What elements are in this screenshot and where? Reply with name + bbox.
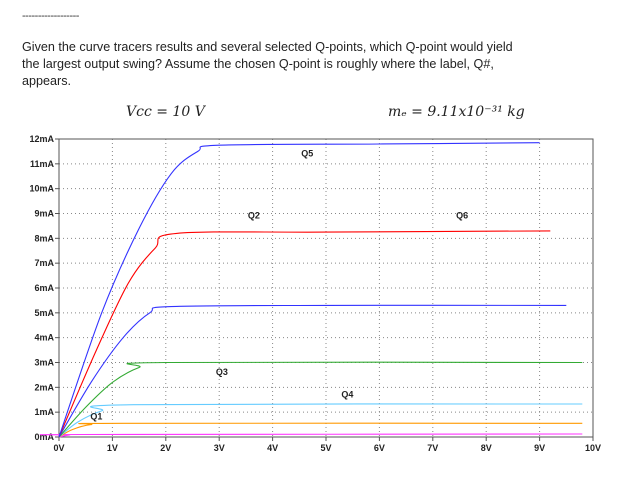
question-line-2: the largest output swing? Assume the cho… xyxy=(22,57,494,71)
x-tick-label: 6V xyxy=(374,443,385,453)
x-tick-label: 3V xyxy=(214,443,225,453)
electron-mass-equation: mₑ = 9.11x10⁻³¹ kg xyxy=(388,104,525,120)
y-tick-label: 3mA xyxy=(34,358,54,368)
series-curve-3 xyxy=(58,403,583,438)
qpoint-label-q2: Q2 xyxy=(248,210,260,220)
question-line-1: Given the curve tracers results and seve… xyxy=(22,40,513,54)
y-tick-label: 4mA xyxy=(34,333,54,343)
chart-labels: Q1 Q2 Q3 Q4 Q5 Q6 xyxy=(90,148,468,421)
x-tick-label: 8V xyxy=(481,443,492,453)
series-curve-6 xyxy=(58,230,551,438)
y-tick-label: 2mA xyxy=(34,382,54,392)
series-curve-2 xyxy=(58,422,583,438)
series-curve-1 xyxy=(39,433,583,438)
y-tick-label: 8mA xyxy=(34,233,54,243)
y-tick-label: 7mA xyxy=(34,258,54,268)
x-tick-label: 4V xyxy=(267,443,278,453)
qpoint-label-q3: Q3 xyxy=(216,367,228,377)
y-tick-label: 6mA xyxy=(34,283,54,293)
y-tick-label: 10mA xyxy=(29,184,54,194)
qpoint-label-q4: Q4 xyxy=(341,389,353,399)
y-tick-label: 0mA xyxy=(34,432,54,442)
vcc-equation-text: Vcc = 10 V xyxy=(126,104,205,120)
qpoint-label-q5: Q5 xyxy=(301,148,313,158)
y-tick-label: 11mA xyxy=(30,159,55,169)
series-curve-7 xyxy=(58,142,540,438)
y-tick-label: 1mA xyxy=(34,407,54,417)
x-tick-label: 1V xyxy=(107,443,118,453)
x-tick-label: 9V xyxy=(534,443,545,453)
y-tick-label: 12mA xyxy=(29,134,54,144)
question-line-3: appears. xyxy=(22,74,72,88)
y-tick-label: 5mA xyxy=(34,308,54,318)
x-tick-label: 0V xyxy=(53,443,64,453)
chart-axes: 0V 1V 2V 3V 4V 5V 6V 7V 8V 9V 10V 0mA 1mA 2mA 3mA 4mA 5m… xyxy=(29,134,601,453)
series-curve-5 xyxy=(58,304,567,438)
y-tick-label: 9mA xyxy=(34,209,54,219)
x-tick-label: 2V xyxy=(160,443,171,453)
x-tick-label: 5V xyxy=(320,443,331,453)
chart-series xyxy=(39,142,583,438)
chart-grid xyxy=(59,138,593,437)
x-tick-label: 10V xyxy=(585,443,601,453)
separator-dashes: ------------------ xyxy=(22,10,79,22)
x-tick-label: 7V xyxy=(427,443,438,453)
question-text: Given the curve tracers results and seve… xyxy=(22,39,622,90)
series-curve-4 xyxy=(58,361,583,438)
qpoint-label-q6: Q6 xyxy=(456,210,468,220)
vcc-equation: Vcc = 10 V xyxy=(126,104,205,120)
electron-mass-text: mₑ = 9.11x10⁻³¹ kg xyxy=(388,104,525,120)
qpoint-label-q1: Q1 xyxy=(90,412,102,422)
